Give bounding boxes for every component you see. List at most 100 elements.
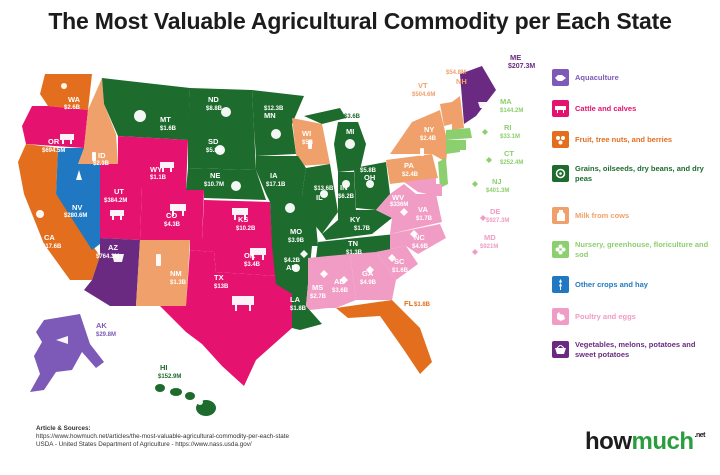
state-label-AZ: AZ [108,243,118,252]
state-KS [202,200,272,240]
cow-icon [250,248,266,260]
source-link-howmuch[interactable]: https://www.howmuch.net/articles/the-mos… [36,433,290,441]
state-value-KS: $10.2B [236,226,256,232]
state-AZ [84,238,140,306]
milk-bottle-icon [436,68,440,76]
milk-bottle-icon [552,207,569,224]
state-label-MD: MD [484,233,496,242]
cow-icon [232,296,254,311]
fruit-icon [552,131,569,148]
state-value-AZ: $764.3M [96,254,119,260]
grain-icon [320,190,328,198]
state-label-WA: WA [68,95,81,104]
state-VT [440,102,452,126]
state-value-OR: $694.5M [42,148,65,154]
legend-label: Cattle and calves [575,103,637,113]
state-value-NY: $2.4B [420,136,437,142]
state-value-MD: $921M [480,244,498,250]
legend-item-cattle: Cattle and calves [552,100,715,117]
state-NV [56,148,100,250]
us-map: WA $2.6B OR $694.5M CA $17.6B ID $2.3B N… [18,53,535,416]
state-value-MS: $2.7B [310,294,327,300]
state-label-NM: NM [170,269,182,278]
state-value-MN: $12.3B [264,106,284,112]
legend-item-fruit: Fruit, tree nuts, and berries [552,131,715,148]
legend-label: Milk from cows [575,210,630,220]
grain-icon [552,165,569,182]
state-ME [460,66,496,124]
state-label-VT: VT [418,81,428,90]
outside-icons [472,129,492,255]
chicken-icon [388,254,396,262]
state-value-MO: $3.9B [288,238,305,244]
grain-icon [215,145,225,155]
state-label-LA: LA [290,295,301,304]
state-value-AR: $4.2B [284,258,301,264]
state-label-ID: ID [98,151,106,160]
cow-icon [160,162,174,172]
chicken-icon [552,308,569,325]
grain-icon [366,180,374,188]
state-MI [304,108,366,172]
source-usda[interactable]: USDA - United States Department of Agric… [36,441,252,449]
logo-much: much [631,428,695,455]
state-LA [276,284,322,330]
legend-label: Vegetables, melons, potatoes and sweet p… [575,340,696,359]
grain-icon [221,107,231,117]
state-label-CA: CA [44,233,55,242]
state-TX [160,250,292,386]
state-value-IN: $6.2B [338,194,355,200]
state-WY [118,136,188,190]
state-label-MO: MO [290,227,302,236]
legend-label: Poultry and eggs [575,311,636,321]
legend-label: Aquaculture [575,72,619,82]
state-label-UT: UT [114,187,124,196]
logo-net: .net [694,432,706,439]
state-NY [390,110,448,162]
milk-bottle-icon [156,254,161,266]
state-value-PA: $2.4B [402,172,419,178]
state-label-WI: WI [302,129,311,138]
grain-icon [292,264,300,272]
state-label-MS: MS [312,283,323,292]
chicken-icon [472,249,478,255]
wheat-icon [552,276,569,293]
state-MD [404,178,436,196]
state-label-KY: KY [350,215,360,224]
state-label-CO: CO [166,211,177,220]
state-CT [446,140,460,154]
milk-bottle-icon [420,148,424,156]
flower-icon [552,241,569,258]
grain-icon [197,399,203,405]
state-value-UT: $384.2M [104,198,127,204]
state-WV [376,184,416,218]
cow-icon [232,208,248,220]
state-label-NY: NY [424,125,434,134]
legend-label: Fruit, tree nuts, and berries [575,134,673,144]
state-ID [78,78,118,164]
state-label-SC: SC [394,257,405,266]
fish-icon [56,336,68,344]
state-DE [436,184,442,196]
state-value-CA: $17.6B [42,244,62,250]
state-HI [155,384,216,416]
wheat-icon [76,170,82,180]
cow-icon [110,210,124,220]
state-GA [350,252,396,300]
state-label-MT: MT [160,115,171,124]
state-value-TX: $13B [214,284,229,290]
chicken-icon [366,266,374,274]
grain-icon [231,181,241,191]
state-label-GA: GA [362,269,374,278]
legend-item-grains: Grains, oilseeds, dry beans, and dry pea… [552,164,715,183]
state-label-NH: NH [456,77,467,86]
cow-icon [60,134,74,144]
state-ND [188,88,254,130]
state-label-TN: TN [348,239,358,248]
state-MO [266,194,318,246]
chicken-icon [410,230,418,238]
state-value-IL: $13.6B [314,186,334,192]
state-label-HI: HI [160,363,168,372]
state-NH [452,96,464,130]
state-value-HI: $152.9M [158,374,181,380]
